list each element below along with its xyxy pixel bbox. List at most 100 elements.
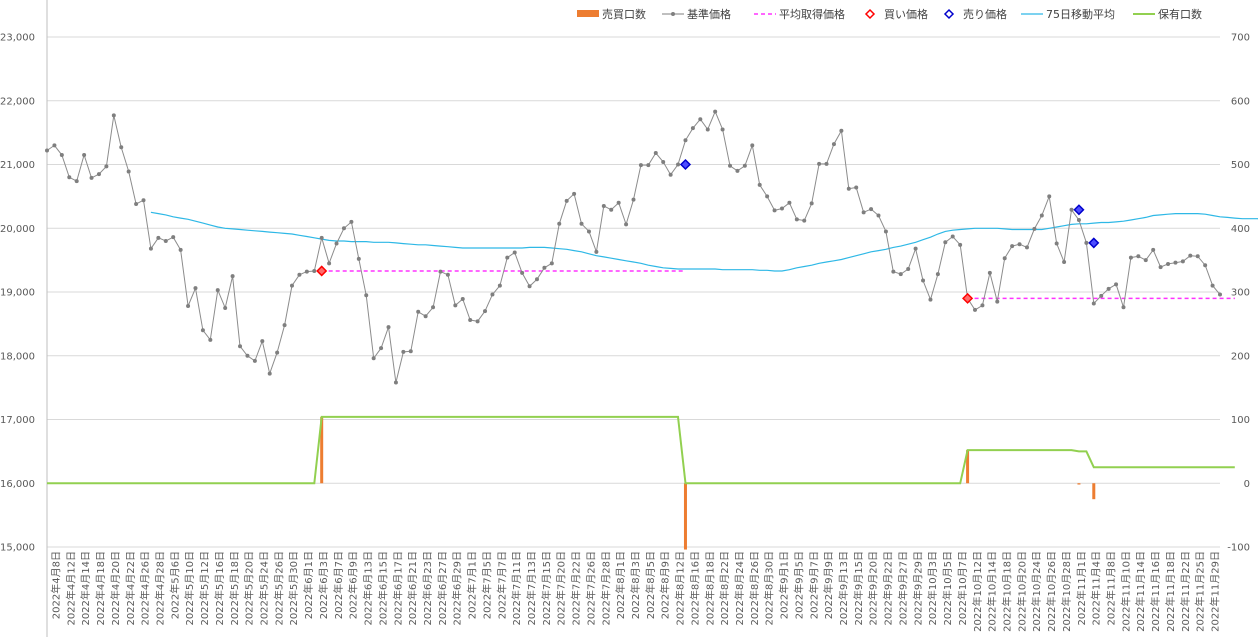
base-price-point [1062,260,1067,265]
base-price-point [839,128,844,133]
legend-swatch-buy [864,8,876,20]
x-tick-label: 2022年7月26日 [584,551,597,626]
base-price-point [141,198,146,203]
trade-volume-bar [966,450,970,484]
base-price-point [393,380,398,385]
base-price-point [549,261,554,266]
x-tick-label: 2022年5月24日 [258,551,271,626]
x-tick-label: 2022年9月7日 [807,551,820,619]
base-price-point [1203,263,1208,268]
x-tick-label: 2022年11月22日 [1179,551,1192,632]
base-price-point [869,207,874,212]
base-price-point [713,109,718,114]
base-price-point [1218,292,1222,297]
x-tick-label: 2022年7月5日 [480,551,493,619]
base-price-point [616,200,621,205]
trade-volume-bar [320,416,324,484]
base-price-point [601,203,606,208]
buy-price-point [962,292,974,304]
y-left-tick-label: 22,000 [0,96,35,107]
y-right-tick-label: 300 [1231,288,1250,299]
legend-marker-price [671,12,675,16]
y-left-tick-label: 21,000 [0,160,35,171]
base-price-point [520,270,525,275]
x-tick-label: 2022年6月1日 [302,551,315,619]
y-left-tick-label: 15,000 [0,543,35,554]
base-price-point [483,309,488,314]
base-price-point [638,163,643,168]
base-price-point [1210,283,1215,288]
base-price-point [735,168,740,173]
base-price-point [275,350,280,355]
base-price-point [676,162,681,167]
base-price-point [386,325,391,330]
holdings-line [47,415,1235,485]
x-tick-label: 2022年9月5日 [792,551,805,619]
base-price-point [1024,245,1029,250]
x-tick-label: 2022年4月20日 [109,551,122,626]
base-price-point [572,191,577,196]
base-price-point [126,169,131,174]
base-price-point [1143,258,1148,263]
base-price-point [542,265,547,270]
base-price-point [661,159,666,164]
legend-label-ma75: 75日移動平均 [1046,7,1115,21]
base-price-point [1084,240,1089,245]
base-price-point [1195,254,1200,259]
base-price-point [223,305,228,310]
base-price-point [943,240,948,245]
base-price-point [564,198,569,203]
base-price-point [416,309,421,314]
base-price-point [67,175,72,180]
x-tick-label: 2022年9月20日 [867,551,880,626]
base-price-point [497,283,502,288]
x-tick-label: 2022年5月16日 [213,551,226,626]
base-price-point [987,270,992,275]
base-price-point [802,218,807,223]
x-tick-label: 2022年10月12日 [971,551,984,632]
trade-volume-bar [1077,483,1081,485]
x-tick-label: 2022年6月27日 [436,551,449,626]
x-tick-label: 2022年9月9日 [822,551,835,619]
base-price-point [193,286,198,291]
base-price-point [995,299,1000,304]
base-price-point [208,337,213,342]
x-tick-label: 2022年8月26日 [748,551,761,626]
base-price-point [817,161,822,166]
base-price-point [1128,255,1133,260]
legend-label-avg: 平均取得価格 [779,7,845,21]
base-price-point [163,239,168,243]
base-price-point [52,143,57,148]
base-price-point [111,113,116,118]
base-price-point [928,297,933,302]
x-tick-label: 2022年10月24日 [1030,551,1043,632]
base-price-point [379,346,384,351]
base-price-point [624,222,629,227]
base-price-point [178,247,183,252]
legend-label-sell: 売り価格 [963,7,1007,21]
base-price-point [215,288,220,293]
legend-label-trade: 売買口数 [602,8,646,21]
base-price-point [505,255,510,260]
x-tick-label: 2022年11月29日 [1209,551,1222,632]
base-price-point [148,246,153,251]
base-price-point [186,304,191,309]
base-price-point [1017,242,1022,247]
base-price-point [156,235,161,240]
base-price-point [408,349,413,354]
x-tick-label: 2022年8月9日 [659,551,672,619]
base-price-point [468,318,473,323]
y-right-tick-label: 700 [1231,33,1250,44]
base-price-point [1091,301,1096,306]
ma75-line [150,211,1258,272]
x-tick-label: 2022年5月20日 [243,551,256,626]
x-tick-label: 2022年6月15日 [376,551,389,626]
x-tick-label: 2022年11月8日 [1104,551,1117,626]
base-price-point [765,194,770,199]
y-right-tick-label: 600 [1231,96,1250,107]
base-price-point [690,126,695,131]
base-price-point [1188,253,1193,258]
x-tick-label: 2022年4月18日 [94,551,107,626]
base-price-point [364,293,369,298]
x-tick-label: 2022年4月28日 [154,551,167,626]
